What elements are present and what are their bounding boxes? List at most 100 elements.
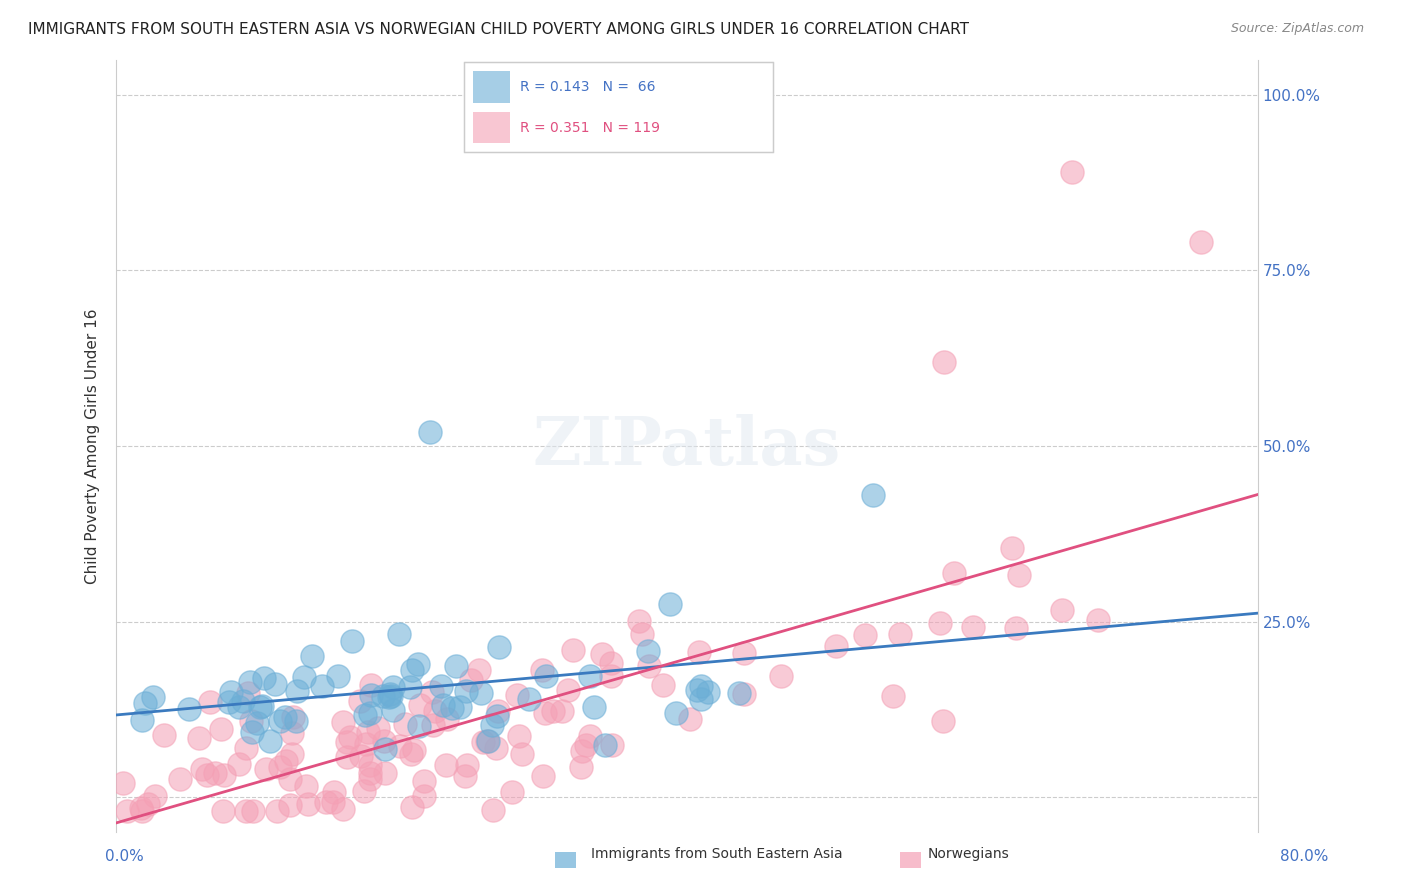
Point <box>689 691 711 706</box>
Point <box>472 735 495 749</box>
Point <box>280 772 302 787</box>
Point <box>470 686 492 700</box>
Point <box>381 703 404 717</box>
Point <box>328 668 350 682</box>
Point <box>1062 165 1084 179</box>
Point <box>402 743 425 757</box>
Point <box>434 758 457 772</box>
Point <box>311 679 333 693</box>
Point <box>652 678 675 692</box>
Point <box>240 725 263 739</box>
Point <box>408 698 430 712</box>
Point <box>332 802 354 816</box>
Point <box>254 762 277 776</box>
Point <box>339 730 361 744</box>
Text: 80.0%: 80.0% <box>1281 849 1329 863</box>
Point <box>531 664 554 678</box>
Point <box>253 671 276 685</box>
Text: Immigrants from South Eastern Asia: Immigrants from South Eastern Asia <box>591 847 842 861</box>
Point <box>441 701 464 715</box>
Point <box>143 789 166 804</box>
Point <box>1087 613 1109 627</box>
Text: ZIPatlas: ZIPatlas <box>533 414 841 478</box>
Point <box>131 801 153 815</box>
Point <box>195 768 218 782</box>
Bar <box>474 71 510 103</box>
Point <box>688 645 710 659</box>
Point <box>1189 235 1212 250</box>
Point <box>600 656 623 670</box>
Point <box>686 682 709 697</box>
Point <box>659 597 682 611</box>
Point <box>269 714 291 728</box>
Point <box>360 688 382 702</box>
Point <box>679 712 702 726</box>
Text: R = 0.351   N = 119: R = 0.351 N = 119 <box>520 120 659 135</box>
Point <box>510 747 533 761</box>
Point <box>488 640 510 655</box>
Point <box>281 726 304 740</box>
Point <box>219 685 242 699</box>
Point <box>374 765 396 780</box>
Point <box>378 690 401 705</box>
Point <box>413 774 436 789</box>
Point <box>280 798 302 813</box>
Point <box>336 735 359 749</box>
Point <box>406 657 429 671</box>
Point <box>117 805 139 819</box>
Point <box>637 644 659 658</box>
Point <box>962 620 984 634</box>
Point <box>359 772 381 786</box>
Point <box>432 698 454 712</box>
Point <box>600 669 623 683</box>
Point <box>486 704 509 718</box>
Point <box>239 714 262 728</box>
Point <box>357 725 380 739</box>
Point <box>1005 621 1028 635</box>
Point <box>292 670 315 684</box>
Point <box>187 731 209 745</box>
Point <box>477 734 499 748</box>
Point <box>112 775 135 789</box>
Point <box>297 797 319 811</box>
Point <box>142 690 165 704</box>
Point <box>212 768 235 782</box>
Point <box>825 639 848 653</box>
Point <box>929 615 952 630</box>
Point <box>689 679 711 693</box>
Point <box>932 354 955 368</box>
Point <box>733 688 755 702</box>
Point <box>1050 603 1073 617</box>
Point <box>600 738 623 752</box>
Point <box>374 742 396 756</box>
Point <box>444 659 467 673</box>
Text: Source: ZipAtlas.com: Source: ZipAtlas.com <box>1230 22 1364 36</box>
Point <box>373 734 395 748</box>
Y-axis label: Child Poverty Among Girls Under 16: Child Poverty Among Girls Under 16 <box>86 309 100 583</box>
Point <box>232 694 254 708</box>
Point <box>631 627 654 641</box>
Point <box>401 747 423 761</box>
Point <box>664 706 686 720</box>
Point <box>354 737 377 751</box>
Point <box>862 488 884 502</box>
Point <box>212 805 235 819</box>
Point <box>235 805 257 819</box>
Point <box>593 738 616 752</box>
Text: 0.0%: 0.0% <box>105 849 145 863</box>
Point <box>360 678 382 692</box>
Point <box>575 738 598 752</box>
Point <box>315 795 337 809</box>
Point <box>508 729 530 743</box>
Text: IMMIGRANTS FROM SOUTH EASTERN ASIA VS NORWEGIAN CHILD POVERTY AMONG GIRLS UNDER : IMMIGRANTS FROM SOUTH EASTERN ASIA VS NO… <box>28 22 969 37</box>
Point <box>388 626 411 640</box>
Point <box>475 734 498 748</box>
Point <box>336 750 359 764</box>
Point <box>242 805 264 819</box>
Point <box>401 664 423 678</box>
Point <box>408 718 430 732</box>
Point <box>285 683 308 698</box>
Point <box>323 785 346 799</box>
Point <box>696 685 718 699</box>
Point <box>177 702 200 716</box>
